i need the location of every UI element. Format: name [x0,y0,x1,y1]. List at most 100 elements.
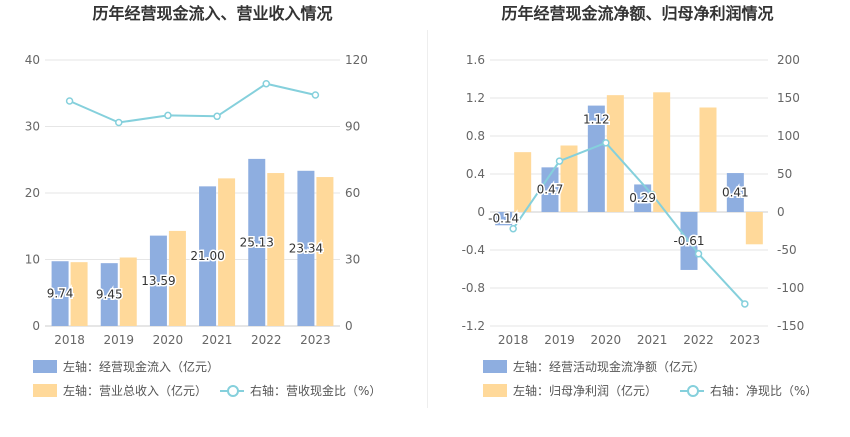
line-point [509,224,517,233]
category-tick-label: 2019 [103,333,134,347]
line-point [694,250,703,258]
legend-label: 右轴：净现比（%） [710,384,818,398]
left-axis-tick-label: 0.8 [466,129,485,143]
legend-item: 右轴：营收现金比（%） [220,384,430,398]
chart-panel-cash-inflow-revenue: 历年经营现金流入、营业收入情况 0 10 20 30 40 0 30 60 90 120 2018 2… [25,4,382,398]
right-axis-tick-label: 50 [777,167,792,181]
data-label: -0.61 [673,234,704,248]
legend-item: 左轴：营业总收入（亿元） [33,384,243,398]
data-label: 0.47 [537,183,564,197]
bar [541,167,559,212]
left-axis-tick-label: 0 [32,319,40,333]
bar [653,92,671,212]
right-axis-tick-label: 90 [345,120,360,134]
panel-divider [427,30,428,408]
bar [248,158,266,326]
right-axis-tick-label: 0 [345,319,353,333]
data-label: 9.74 [47,287,74,301]
legend-label: 左轴：经营活动现金流净额（亿元） [513,360,706,374]
category-tick-label: 2022 [683,333,714,347]
line-point [555,157,564,165]
bar [149,235,167,326]
right-axis-tick-label: 0 [777,205,785,219]
chart-panel-net-cash-profit: 历年经营现金流净额、归母净利润情况 -1.2 -0.8 -0.4 0 0.4 0.8 1.2… [425,0,850,437]
right-axis-tick-label: 200 [777,53,800,67]
category-tick-label: 2021 [637,333,668,347]
right-axis-tick-label: -50 [777,243,797,257]
legend-item: 左轴：归母净利润（亿元） [483,384,693,398]
bar [316,177,334,326]
chart-plot-area: -1.2 -0.8 -0.4 0 0.4 0.8 1.2 1.6 -150 -100 -50 0 50 1… [462,53,805,347]
right-axis-tick-label: -100 [777,281,804,295]
bar [634,184,652,212]
right-axis-tick-label: 120 [345,53,368,67]
chart-title: 历年经营现金流入、营业收入情况 [92,4,333,23]
data-label: 25.13 [240,235,274,249]
bar [199,186,217,326]
chart-root: 0 10 20 30 40 0 30 60 90 120 2018 2019 2020 2021 2022 2… [25,53,368,347]
category-tick-label: 2021 [202,333,233,347]
right-axis-tick-label: 30 [345,253,360,267]
chart-plot-area: 0 10 20 30 40 0 30 60 90 120 2018 2019 2020 2021 2022 2… [25,53,368,347]
line-point [213,112,221,121]
bar [699,107,717,212]
category-tick-label: 2019 [544,333,575,347]
legend-marker [687,385,699,397]
left-axis-tick-label: -1.2 [462,319,485,333]
bar [119,257,137,326]
left-axis-tick-label: -0.8 [462,281,485,295]
category-tick-label: 2023 [730,333,761,347]
bar [560,145,578,212]
bar [745,212,763,245]
bar [514,152,532,212]
bar [218,178,236,326]
legend-label: 左轴：营业总收入（亿元） [63,384,208,398]
category-tick-label: 2023 [300,333,331,347]
left-axis-tick-label: -0.4 [462,243,485,257]
chart-root: -1.2 -0.8 -0.4 0 0.4 0.8 1.2 1.6 -150 -100 -50 0 50 1… [462,53,805,347]
category-tick-label: 2022 [251,333,282,347]
line-point [602,139,610,147]
legend-swatch [483,384,507,397]
legend-label: 右轴：营收现金比（%） [250,384,382,398]
line-point [115,118,123,127]
left-axis-tick-label: 0.4 [466,167,485,181]
legend-item: 右轴：净现比（%） [680,384,850,398]
data-label: 9.45 [96,288,123,302]
legend-item: 左轴：经营现金流入（亿元） [33,360,243,374]
line-point [65,97,74,105]
right-axis-tick-label: 150 [777,91,800,105]
left-axis-tick-label: 10 [25,253,40,267]
left-axis-tick-label: 1.6 [466,53,485,67]
category-tick-label: 2020 [591,333,622,347]
legend-label: 左轴：经营现金流入（亿元） [63,360,220,374]
chart-title: 历年经营现金流净额、归母净利润情况 [501,4,774,23]
data-label: 0.29 [629,191,656,205]
data-label: 1.12 [583,113,610,127]
right-axis-tick-label: 100 [777,129,800,143]
category-tick-label: 2018 [54,333,85,347]
left-axis-tick-label: 1.2 [466,91,485,105]
bar [168,230,186,326]
category-tick-label: 2020 [153,333,184,347]
data-label: 23.34 [289,241,323,255]
left-axis-tick-label: 30 [25,120,40,134]
bar [495,212,513,226]
line-point [164,111,172,120]
bar [297,170,315,326]
bar [726,173,744,212]
legend-marker [227,385,239,397]
line-point [648,190,656,199]
category-tick-label: 2018 [498,333,529,347]
line-point [262,79,270,88]
right-axis-tick-label: 60 [345,186,360,200]
left-axis-tick-label: 40 [25,53,40,67]
bar [587,105,605,212]
series-line [512,141,746,305]
legend-label: 左轴：归母净利润（亿元） [513,384,658,398]
data-label: 21.00 [190,249,224,263]
data-label: -0.14 [488,212,519,226]
bar [267,173,285,326]
left-axis-tick-label: 20 [25,186,40,200]
right-axis-tick-label: -150 [777,319,804,333]
